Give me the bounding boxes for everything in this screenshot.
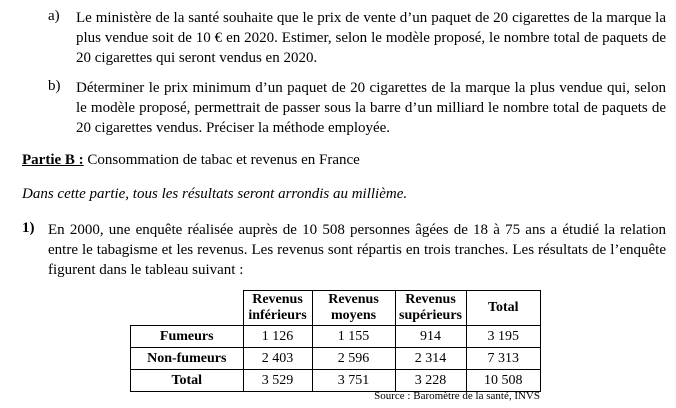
table-row: Total 3 529 3 751 3 228 10 508 — [130, 369, 541, 392]
table-cell: 1 126 — [242, 325, 313, 348]
header-cell: Revenus supérieurs — [394, 290, 467, 326]
table-cell: 2 314 — [394, 347, 467, 370]
table-cell: 10 508 — [465, 369, 541, 392]
table-cell: 914 — [394, 325, 467, 348]
header-row: Revenus inférieurs Revenus moyens Revenu… — [130, 290, 541, 326]
table-row: Fumeurs 1 126 1 155 914 3 195 — [130, 325, 541, 348]
header-cell: Revenus inférieurs — [242, 290, 313, 326]
row-header: Non-fumeurs — [130, 347, 244, 370]
table-row: Non-fumeurs 2 403 2 596 2 314 7 313 — [130, 347, 541, 370]
table-cell: 3 195 — [465, 325, 541, 348]
table-cell: 3 751 — [311, 369, 396, 392]
header-cell: Total — [465, 290, 541, 326]
table-cell: 3 228 — [394, 369, 467, 392]
part-title: Consommation de tabac et revenus en Fran… — [87, 152, 360, 168]
item-label: b) — [48, 78, 61, 94]
row-header: Fumeurs — [130, 325, 244, 348]
source: Source : Baromètre de la santé, INVS — [374, 390, 540, 402]
table-cell: 7 313 — [465, 347, 541, 370]
part-heading: Partie B : Consommation de tabac et reve… — [22, 152, 360, 169]
table-cell: 3 529 — [242, 369, 313, 392]
question-text: En 2000, une enquête réalisée auprès de … — [48, 222, 666, 278]
table-body: Fumeurs 1 126 1 155 914 3 195 Non-fumeurs 2 40… — [130, 325, 541, 392]
item-label: a) — [48, 8, 60, 24]
header-cell: Revenus moyens — [311, 290, 396, 326]
question-label: 1) — [22, 220, 35, 236]
table-cell: 2 403 — [242, 347, 313, 370]
data-table: Revenus inférieurs Revenus moyens Revenu… — [130, 290, 541, 392]
table-cell: 2 596 — [311, 347, 396, 370]
instruction: Dans cette partie, tous les résultats se… — [22, 186, 408, 202]
item-text: Le ministère de la santé souhaite que le… — [76, 10, 666, 66]
item-text: Déterminer le prix minimum d’un paquet d… — [76, 80, 666, 136]
part-label: Partie B : — [22, 152, 84, 168]
table-cell: 1 155 — [311, 325, 396, 348]
row-header: Total — [130, 369, 244, 392]
empty-cell — [130, 290, 244, 326]
